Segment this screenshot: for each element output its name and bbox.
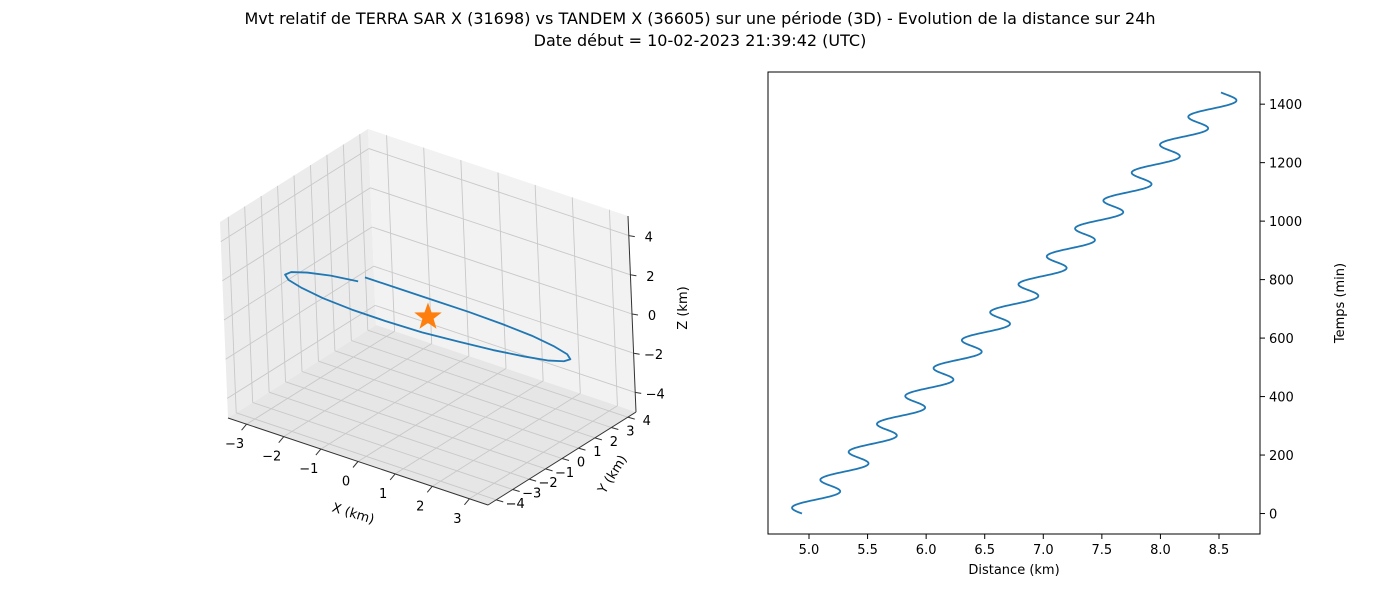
x-tick-mark xyxy=(426,486,433,493)
grid-y-floor xyxy=(252,402,513,490)
z-tick-mark xyxy=(635,391,642,394)
y-tick-mark xyxy=(578,447,586,451)
z-tick-label: 2 xyxy=(646,270,654,285)
grid-z-left xyxy=(222,187,371,282)
x-tick-label: 8.0 xyxy=(1150,543,1171,558)
x-tick-mark xyxy=(278,436,285,443)
y-tick-label: 2 xyxy=(610,435,618,450)
grid-z-left xyxy=(223,226,373,321)
y-tick-mark xyxy=(594,437,603,441)
3d-series xyxy=(284,271,572,363)
z-tick-mark xyxy=(631,313,639,316)
z-axis-label-3d: Z (km) xyxy=(676,286,691,329)
z-tick-label: 0 xyxy=(648,309,656,324)
x-tick-label: 7.0 xyxy=(1033,543,1054,558)
grid-z-back xyxy=(375,304,636,393)
x-tick-label: 5.0 xyxy=(799,543,820,558)
y-tick-label: 1000 xyxy=(1269,215,1302,230)
x-tick-label: 6.0 xyxy=(916,543,937,558)
grid-y-floor xyxy=(301,371,563,459)
x-axis-label-3d: X (km) xyxy=(330,501,376,528)
y-tick-label: −2 xyxy=(539,476,558,491)
x-tick-label: 7.5 xyxy=(1092,543,1113,558)
x-tick-label: 3 xyxy=(453,512,461,527)
y-tick-mark xyxy=(561,458,570,461)
y-tick-label: −1 xyxy=(555,466,574,481)
y-tick-label: 400 xyxy=(1269,391,1294,406)
y-tick-label: 1200 xyxy=(1269,157,1302,172)
x-axis-label: Distance (km) xyxy=(968,563,1059,578)
grid-z-left xyxy=(226,305,376,399)
x-tick-mark xyxy=(389,473,396,481)
grid-y-floor xyxy=(318,360,579,449)
y-tick-mark xyxy=(512,489,520,492)
x-tick-label: 1 xyxy=(379,487,387,502)
z-tick-mark xyxy=(630,274,637,277)
x-tick-label: 2 xyxy=(416,499,424,514)
x-tick-label: 8.5 xyxy=(1209,543,1230,558)
x-tick-label: 6.5 xyxy=(974,543,995,558)
y-tick-mark xyxy=(496,499,504,503)
y-tick-label: 0 xyxy=(1269,508,1277,523)
y-tick-label: 3 xyxy=(626,425,634,440)
y-tick-mark xyxy=(528,478,537,482)
y-tick-label: −3 xyxy=(522,487,541,502)
z-tick-label: 4 xyxy=(645,231,653,246)
grid-y-floor xyxy=(285,381,546,470)
grid-z-back xyxy=(368,148,629,237)
grid-z-left xyxy=(220,148,370,242)
distance-line xyxy=(791,91,1238,515)
origin-star-marker xyxy=(414,302,442,329)
grid-y-floor xyxy=(334,350,596,439)
grid-z-back xyxy=(371,226,633,315)
z-tick-mark xyxy=(628,235,635,238)
x-tick-mark xyxy=(241,423,247,431)
z-tick-label: −2 xyxy=(644,348,663,363)
y-tick-label: 0 xyxy=(577,456,585,471)
z-tick-label: −4 xyxy=(646,387,665,402)
grid-y-floor xyxy=(367,329,628,418)
y-tick-mark xyxy=(611,427,619,430)
x-tick-mark xyxy=(464,498,470,506)
y-tick-label: −4 xyxy=(506,497,525,512)
3d-grid xyxy=(220,134,636,501)
x-tick-mark xyxy=(315,448,322,456)
y-tick-label: 600 xyxy=(1269,332,1294,347)
trajectory-line xyxy=(284,271,572,363)
y-axis-label: Temps (min) xyxy=(1333,263,1348,344)
x-tick-label: −3 xyxy=(225,437,244,452)
x-tick-label: −2 xyxy=(262,450,281,465)
y-tick-label: 1 xyxy=(593,445,601,460)
y-tick-label: 800 xyxy=(1269,274,1294,289)
plot-frame xyxy=(767,71,1261,535)
grid-z-back xyxy=(370,187,631,276)
2d-series xyxy=(791,91,1238,515)
z-tick-mark xyxy=(633,352,640,355)
plot-distance-vs-time: 5.0 5.5 6.0 6.5 7.0 7.5 8.0 8.5 0 200 400 600 800 100… xyxy=(767,71,1348,578)
x-tick-label: 5.5 xyxy=(857,543,878,558)
x-tick-label: 0 xyxy=(342,475,350,490)
grid-z-back xyxy=(373,265,634,354)
x-tick-label: −1 xyxy=(299,462,318,477)
y-tick-label: 1400 xyxy=(1269,98,1302,113)
grid-y-floor xyxy=(236,412,497,501)
y-tick-label: 4 xyxy=(643,414,651,429)
y-tick-label: 200 xyxy=(1269,449,1294,464)
grid-y-floor xyxy=(268,391,530,480)
2d-ticks: 5.0 5.5 6.0 6.5 7.0 7.5 8.0 8.5 0 200 400 600 800 100… xyxy=(799,98,1302,558)
grid-y-floor xyxy=(351,340,612,428)
figure-title: Mvt relatif de TERRA SAR X (31698) vs TA… xyxy=(0,8,1400,52)
figure-title-line-2: Date début = 10-02-2023 21:39:42 (UTC) xyxy=(533,31,867,50)
y-tick-mark xyxy=(627,416,635,420)
x-tick-mark xyxy=(352,461,359,468)
grid-z-left xyxy=(225,265,374,360)
y-tick-mark xyxy=(545,468,553,472)
figure-title-line-1: Mvt relatif de TERRA SAR X (31698) vs TA… xyxy=(244,9,1156,28)
